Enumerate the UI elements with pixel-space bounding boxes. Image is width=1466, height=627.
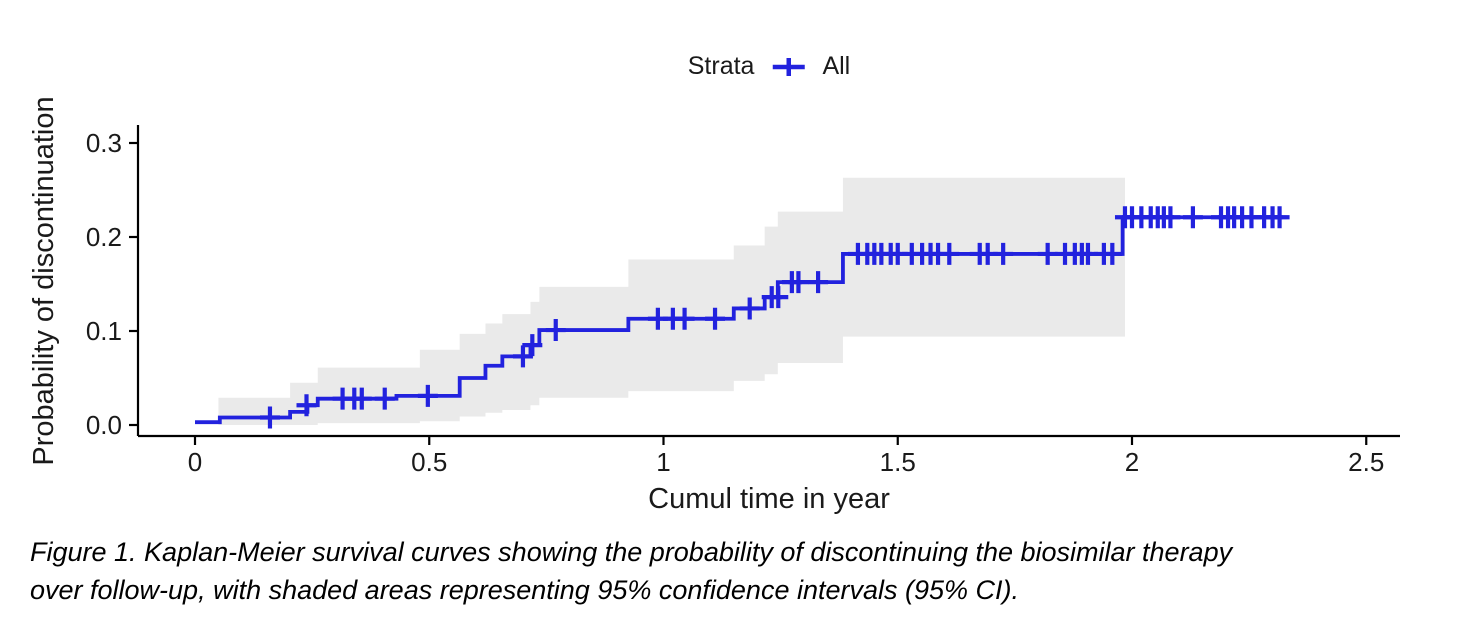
censor-mark <box>768 286 789 309</box>
legend-entry-all: All <box>822 52 851 80</box>
km-chart: 0 0.5 1 1.5 2 2.5 0.0 0.1 0.2 0.3 Cumul time in ye… <box>28 96 1400 515</box>
y-axis-title: Probability of discontinuation <box>28 96 60 465</box>
figure-caption: Figure 1. Kaplan-Meier survival curves s… <box>30 533 1432 609</box>
y-tick-label: 0.3 <box>86 128 122 158</box>
censor-mark <box>512 345 533 368</box>
x-axis-title: Cumul time in year <box>648 483 890 515</box>
y-tick-label: 0.0 <box>86 410 122 440</box>
censor-mark <box>522 334 543 357</box>
ci-band <box>218 177 1125 425</box>
y-tick-label: 0.1 <box>86 316 122 346</box>
x-tick-label: 2 <box>1125 447 1139 477</box>
censor-mark <box>705 307 726 330</box>
censor-mark <box>1160 206 1181 229</box>
x-tick-label: 0.5 <box>411 447 447 477</box>
censor-mark <box>1037 242 1058 265</box>
legend-plus-icon <box>772 57 805 76</box>
censor-mark <box>296 394 317 417</box>
figure-caption-line2: over follow-up, with shaded areas repres… <box>30 575 1020 605</box>
y-tick-label: 0.2 <box>86 222 122 252</box>
censor-mark <box>1102 242 1123 265</box>
censor-mark <box>674 307 695 330</box>
x-tick-label: 0 <box>188 447 202 477</box>
censor-mark <box>351 387 372 410</box>
x-tick-label: 1 <box>656 447 670 477</box>
legend-title: Strata <box>687 52 755 80</box>
x-tick-label: 1.5 <box>880 447 916 477</box>
censor-mark <box>993 242 1014 265</box>
censor-mark <box>417 384 438 407</box>
censor-mark <box>545 319 566 342</box>
censor-mark <box>1182 206 1203 229</box>
x-tick-label: 2.5 <box>1348 447 1384 477</box>
censor-mark <box>739 297 760 320</box>
figure-caption-line1: Figure 1. Kaplan-Meier survival curves s… <box>30 537 1233 567</box>
censor-mark <box>788 271 809 294</box>
censor-mark <box>808 271 829 294</box>
censor-mark <box>259 406 280 429</box>
censor-mark <box>1269 206 1290 229</box>
censor-mark <box>374 387 395 410</box>
legend: Strata All <box>688 52 851 81</box>
censor-mark <box>939 242 960 265</box>
